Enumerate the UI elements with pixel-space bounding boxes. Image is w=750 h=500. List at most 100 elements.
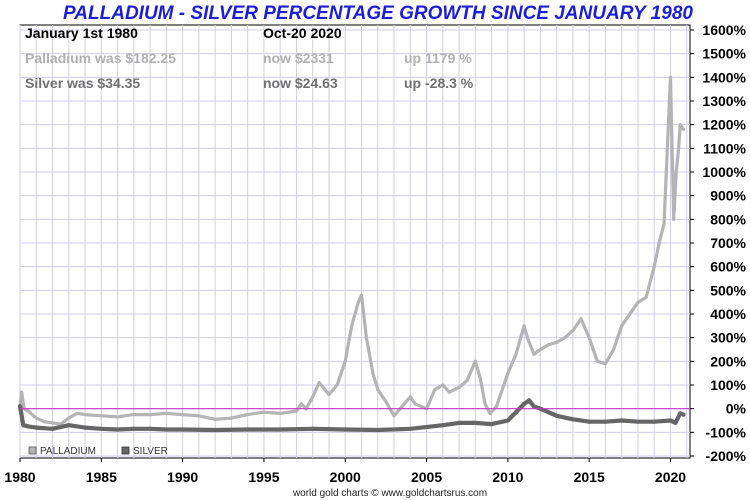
- palladium-now: now $2331: [263, 50, 334, 66]
- data-point-silver: [408, 426, 413, 431]
- grid: [19, 25, 690, 458]
- data-point-palladium: [506, 371, 510, 375]
- x-tick-label: 2015: [574, 469, 605, 485]
- data-point-silver: [213, 427, 218, 433]
- data-point-palladium: [674, 170, 678, 174]
- data-point-silver: [603, 419, 608, 424]
- data-point-palladium: [555, 340, 559, 344]
- data-point-palladium: [181, 413, 185, 417]
- data-point-palladium: [587, 336, 591, 340]
- data-point-silver: [473, 420, 478, 425]
- data-point-palladium: [116, 415, 120, 419]
- data-point-palladium: [343, 359, 347, 363]
- y-tick-label: 1500%: [702, 46, 746, 62]
- data-point-palladium: [75, 411, 79, 415]
- data-point-palladium: [652, 265, 656, 269]
- data-point-silver: [440, 423, 445, 428]
- y-tick-label: 500%: [710, 282, 746, 298]
- silver-now: now $24.63: [263, 75, 338, 91]
- data-point-palladium: [478, 376, 482, 380]
- y-tick-label: 1000%: [702, 164, 746, 180]
- data-point-palladium: [620, 324, 624, 328]
- x-axis: 1980 1985 1990 1995 2000 2005 2010 2015 2020: [4, 458, 686, 485]
- data-point-palladium: [563, 336, 567, 340]
- data-point-palladium: [408, 395, 412, 399]
- data-point-silver: [99, 426, 104, 431]
- data-point-palladium: [525, 336, 530, 340]
- data-point-silver: [164, 427, 169, 432]
- y-tick-label: -100%: [706, 424, 747, 440]
- data-point-palladium: [571, 329, 575, 333]
- data-point-palladium: [603, 362, 608, 366]
- data-point-palladium: [376, 388, 380, 392]
- data-point-silver: [526, 398, 532, 403]
- data-point-palladium: [457, 385, 461, 389]
- data-point-palladium: [99, 414, 103, 418]
- data-point-silver: [522, 401, 527, 406]
- data-point-palladium: [50, 421, 55, 425]
- data-point-silver: [82, 425, 88, 430]
- data-point-palladium: [26, 409, 30, 413]
- data-point-palladium: [364, 336, 368, 340]
- y-tick-label: 200%: [710, 353, 746, 369]
- data-point-silver: [148, 426, 153, 431]
- data-point-palladium: [164, 411, 168, 415]
- data-point-palladium: [579, 317, 583, 321]
- data-point-palladium: [678, 123, 682, 127]
- data-point-palladium: [42, 420, 47, 424]
- info-panel: January 1st 1980 Oct-20 2020 Palladium w…: [25, 25, 474, 91]
- data-point-palladium: [488, 411, 492, 415]
- data-point-palladium: [327, 392, 331, 397]
- data-point-silver: [554, 413, 559, 418]
- x-tick-label: 2005: [411, 469, 442, 485]
- data-point-palladium: [262, 410, 266, 414]
- data-point-silver: [26, 424, 31, 429]
- data-point-palladium: [311, 395, 315, 399]
- data-point-silver: [17, 404, 23, 409]
- y-tick-label: 700%: [710, 235, 746, 251]
- x-tick-label: 1985: [86, 469, 117, 485]
- palladium-was: Palladium was $182.25: [25, 50, 176, 66]
- plot-frame: [19, 24, 691, 459]
- data-point-silver: [587, 419, 592, 424]
- data-point-palladium: [356, 300, 360, 304]
- y-tick-label: 900%: [710, 188, 746, 204]
- data-point-palladium: [514, 352, 518, 356]
- data-point-palladium: [83, 413, 87, 417]
- data-point-silver: [505, 418, 510, 423]
- x-tick-label: 1980: [4, 469, 35, 485]
- legend-swatch-palladium: [28, 446, 37, 455]
- data-point-palladium: [522, 324, 526, 328]
- data-point-palladium: [483, 402, 487, 406]
- data-point-silver: [21, 423, 26, 428]
- y-tick-label: 400%: [710, 306, 746, 322]
- data-point-palladium: [197, 414, 201, 418]
- series-line-palladium: [18, 75, 686, 426]
- data-point-silver: [34, 425, 39, 430]
- data-point-palladium: [359, 293, 364, 297]
- x-tick-label: 2020: [655, 469, 686, 485]
- y-tick-label: 1600%: [702, 22, 746, 38]
- data-point-palladium: [433, 388, 437, 392]
- data-point-palladium: [213, 417, 217, 421]
- data-point-palladium: [612, 347, 616, 352]
- data-point-silver: [681, 412, 686, 417]
- data-point-palladium: [532, 352, 536, 356]
- end-date-label: Oct-20 2020: [263, 25, 342, 41]
- plot-area: [17, 24, 691, 459]
- y-tick-label: 800%: [710, 211, 746, 227]
- y-tick-label: 300%: [710, 330, 746, 346]
- x-tick-label: 1995: [248, 469, 279, 485]
- data-point-palladium: [644, 295, 648, 299]
- data-point-silver: [66, 423, 71, 428]
- data-point-palladium: [672, 217, 676, 221]
- data-point-palladium: [350, 324, 354, 328]
- legend-label-silver: SILVER: [133, 446, 168, 457]
- data-point-silver: [375, 427, 380, 433]
- start-date-label: January 1st 1980: [25, 25, 138, 41]
- y-tick-label: 100%: [710, 377, 746, 393]
- data-point-palladium: [636, 300, 640, 304]
- data-point-silver: [531, 404, 537, 409]
- data-point-palladium: [413, 402, 417, 406]
- data-point-palladium: [132, 413, 136, 417]
